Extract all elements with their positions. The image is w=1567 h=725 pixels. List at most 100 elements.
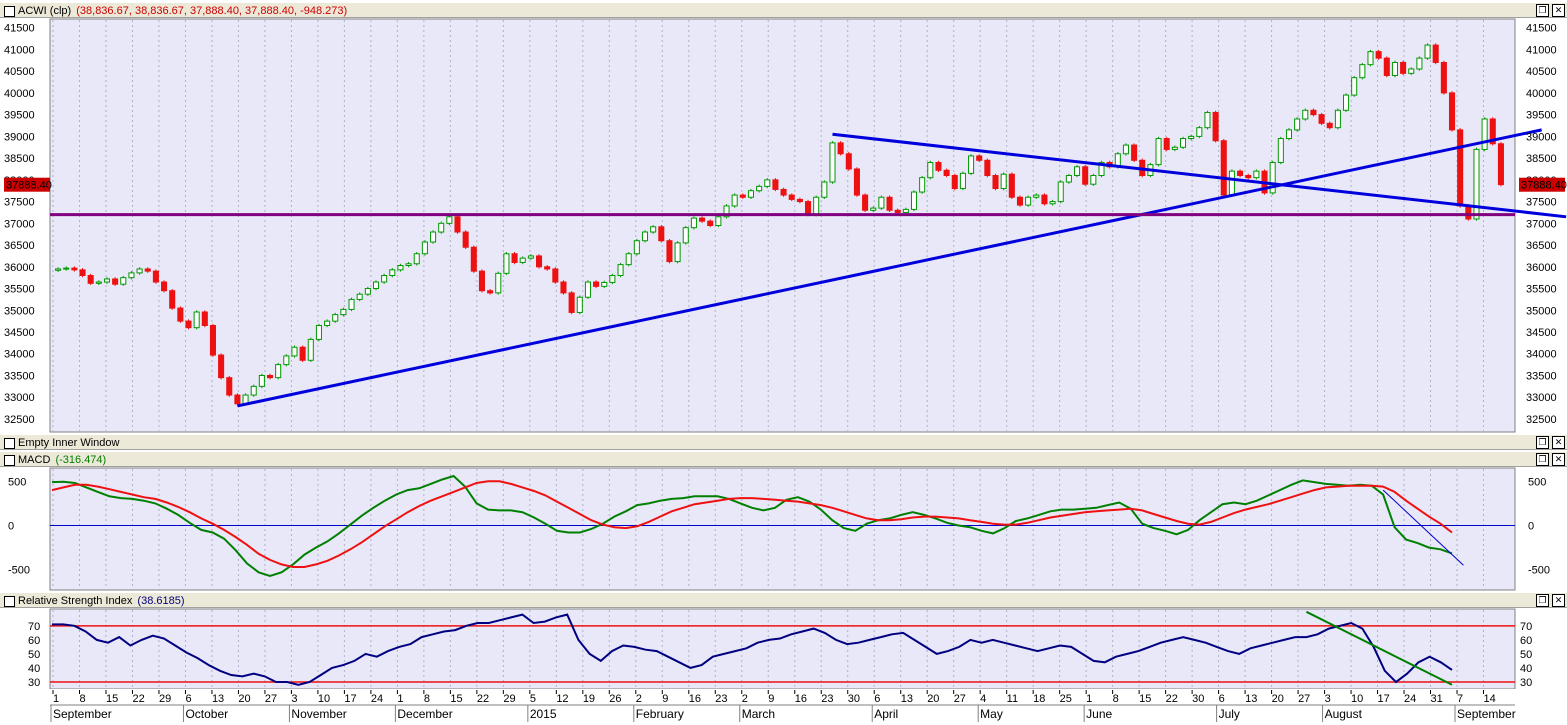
day-tick-label: 8 <box>79 693 85 705</box>
day-tick-label: 17 <box>344 693 356 705</box>
month-label: July <box>1219 707 1240 721</box>
price-ytick-left: 41500 <box>4 23 35 35</box>
month-label: March <box>742 707 775 721</box>
candle-body <box>919 177 926 193</box>
candle-body <box>1090 175 1097 185</box>
rsi-pane-name: Relative Strength Index <box>18 595 133 607</box>
empty-pane-title: Empty Inner Window ❐ ✕ <box>0 434 1567 450</box>
candle-body <box>201 311 208 326</box>
candle-body <box>959 172 966 190</box>
candle-body <box>421 241 428 255</box>
close-pane-icon[interactable]: ✕ <box>1552 594 1565 607</box>
day-tick-label: 13 <box>1245 693 1257 705</box>
candle-body <box>1220 140 1227 196</box>
price-ytick-left: 35500 <box>4 284 35 296</box>
day-tick-label: 27 <box>265 693 277 705</box>
candle-body <box>1408 68 1415 74</box>
day-tick-label: 13 <box>901 693 913 705</box>
day-tick-label: 5 <box>530 693 536 705</box>
day-tick-label: 22 <box>132 693 144 705</box>
price-ytick-right: 37500 <box>1526 197 1557 209</box>
rsi-ytick-left: 40 <box>28 663 40 675</box>
candle-body <box>731 194 738 207</box>
time-axis-bg <box>0 689 1567 725</box>
candle-body <box>951 175 958 190</box>
candle-body <box>1000 173 1007 190</box>
candle-body <box>324 320 331 326</box>
candle-body <box>1318 114 1325 124</box>
rsi-ytick-left: 30 <box>28 677 40 689</box>
restore-pane-icon[interactable]: ❐ <box>1536 453 1549 466</box>
candle-body <box>535 255 543 268</box>
candle-body <box>1074 166 1081 177</box>
day-tick-label: 24 <box>1404 693 1416 705</box>
last-price-label-right: 37888.40 <box>1521 180 1567 192</box>
restore-pane-icon[interactable]: ❐ <box>1536 4 1549 17</box>
price-ytick-right: 41500 <box>1526 23 1557 35</box>
price-pane-bg <box>49 18 1516 433</box>
day-tick-label: 9 <box>662 693 668 705</box>
pane-selector-icon[interactable] <box>4 596 15 607</box>
close-pane-icon[interactable]: ✕ <box>1552 436 1565 449</box>
pane-selector-icon[interactable] <box>4 438 15 449</box>
candle-body <box>487 290 494 294</box>
pane-selector-icon[interactable] <box>4 6 15 17</box>
candle-body <box>1196 127 1203 137</box>
candle-body <box>307 338 314 361</box>
candle-body <box>1473 148 1480 220</box>
day-tick-label: 16 <box>689 693 701 705</box>
day-tick-label: 31 <box>1431 693 1443 705</box>
day-tick-label: 18 <box>1033 693 1045 705</box>
candle-body <box>878 196 885 209</box>
candle-body <box>837 142 844 155</box>
day-tick-label: 12 <box>556 693 568 705</box>
candle-body <box>1155 138 1162 166</box>
candle-body <box>1082 166 1089 185</box>
candle-body <box>519 257 526 263</box>
day-tick-label: 11 <box>1007 693 1018 705</box>
day-tick-label: 9 <box>768 693 774 705</box>
candle-body <box>266 374 274 379</box>
candle-body <box>283 355 290 366</box>
macd-ytick-left: 0 <box>8 520 14 532</box>
candle-body <box>674 242 681 263</box>
candle-body <box>87 274 94 284</box>
day-tick-label: 30 <box>1192 693 1204 705</box>
macd-series-signal <box>51 480 1453 568</box>
candle-body <box>1065 175 1072 183</box>
candle-body <box>576 296 583 313</box>
price-ytick-right: 33500 <box>1526 370 1557 382</box>
candle-body <box>1359 64 1366 79</box>
candle-body <box>593 281 600 287</box>
candle-body <box>1326 122 1333 129</box>
price-ytick-left: 37500 <box>4 197 35 209</box>
price-ytick-right: 35500 <box>1526 284 1557 296</box>
price-ytick-right: 34000 <box>1526 349 1557 361</box>
candle-body <box>1440 61 1447 94</box>
candle-body <box>992 175 999 190</box>
candle-body <box>1375 51 1382 59</box>
pane-selector-icon[interactable] <box>4 455 15 466</box>
month-label: 2015 <box>530 707 557 721</box>
candle-body <box>772 179 779 190</box>
rsi-ytick-right: 30 <box>1520 677 1532 689</box>
price-ytick-right: 36500 <box>1526 240 1557 252</box>
month-label: May <box>980 707 1003 721</box>
rsi-series-line <box>52 613 1453 686</box>
rsi-pane-title: Relative Strength Index (38.6185) ❐ ✕ <box>0 592 1567 608</box>
close-pane-icon[interactable]: ✕ <box>1552 453 1565 466</box>
candle-body <box>185 320 192 329</box>
day-tick-label: 19 <box>583 693 595 705</box>
day-tick-label: 15 <box>450 693 462 705</box>
candle-body <box>1497 143 1504 186</box>
candle-body <box>258 374 265 387</box>
candle-body <box>1245 175 1252 179</box>
macd-ytick-left: 500 <box>8 476 26 488</box>
candle-body <box>161 281 168 292</box>
restore-pane-icon[interactable]: ❐ <box>1536 594 1549 607</box>
candle-body <box>128 272 135 279</box>
day-tick-label: 16 <box>795 693 807 705</box>
restore-pane-icon[interactable]: ❐ <box>1536 436 1549 449</box>
close-pane-icon[interactable]: ✕ <box>1552 4 1565 17</box>
